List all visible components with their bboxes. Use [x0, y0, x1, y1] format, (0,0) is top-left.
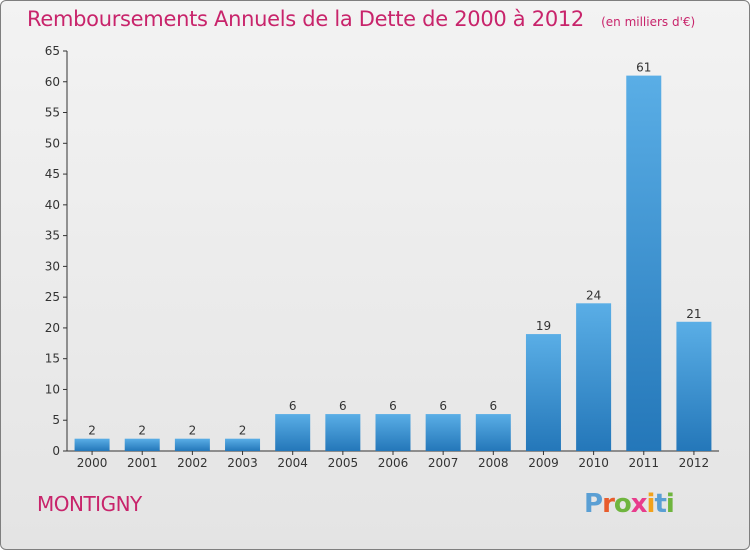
title-text: Remboursements Annuels de la Dette de 20… [27, 7, 584, 31]
data-label: 21 [686, 307, 701, 321]
proxiti-logo: Proxiti [584, 489, 675, 519]
x-tick-label: 2005 [328, 456, 359, 470]
bar [174, 438, 210, 451]
x-tick-label: 2008 [478, 456, 509, 470]
bar [525, 334, 561, 451]
y-tick-label: 15 [45, 352, 60, 366]
y-tick-label: 35 [45, 229, 60, 243]
y-tick-label: 40 [45, 198, 60, 212]
y-tick-label: 50 [45, 136, 60, 150]
y-tick-label: 0 [52, 444, 60, 458]
data-label: 2 [138, 424, 146, 438]
x-tick-label: 2010 [578, 456, 609, 470]
x-tick-label: 2003 [227, 456, 258, 470]
data-label: 6 [489, 399, 497, 413]
bar [275, 414, 311, 451]
x-tick-label: 2009 [528, 456, 559, 470]
y-tick-label: 45 [45, 167, 60, 181]
data-label: 2 [88, 424, 96, 438]
chart-bars [74, 75, 712, 451]
data-label: 61 [636, 61, 651, 75]
bar [425, 414, 461, 451]
logo-letter: o [613, 489, 632, 519]
data-label: 6 [289, 399, 297, 413]
bar [124, 438, 160, 451]
bar [626, 75, 662, 451]
y-tick-label: 10 [45, 382, 60, 396]
logo-letter: i [665, 489, 675, 519]
logo-letter: i [646, 489, 656, 519]
x-tick-label: 2012 [679, 456, 710, 470]
y-tick-label: 30 [45, 259, 60, 273]
bar [676, 321, 712, 451]
bar [576, 303, 612, 451]
y-tick-label: 5 [52, 413, 60, 427]
bar [375, 414, 411, 451]
y-tick-label: 60 [45, 75, 60, 89]
x-tick-label: 2000 [77, 456, 108, 470]
x-tick-label: 2006 [378, 456, 409, 470]
unit-text: (en milliers d'€) [601, 15, 696, 29]
bar [475, 414, 511, 451]
y-tick-label: 25 [45, 290, 60, 304]
y-tick-label: 55 [45, 106, 60, 120]
data-label: 24 [586, 288, 601, 302]
data-label: 2 [189, 424, 197, 438]
data-label: 6 [389, 399, 397, 413]
chart-title: Remboursements Annuels de la Dette de 20… [27, 7, 695, 31]
bar [74, 438, 110, 451]
bar [325, 414, 361, 451]
logo-letter: x [630, 489, 648, 519]
bar [225, 438, 261, 451]
logo-letter: t [654, 489, 666, 519]
data-label: 19 [536, 319, 551, 333]
logo-letter: P [584, 489, 603, 519]
chart-labels: 2000 2 2001 2 2002 2 2003 2 2004 6 2005 6 2006 6 2007 6… [77, 61, 709, 470]
x-tick-label: 2004 [277, 456, 308, 470]
chart-axes: 0 5 10 15 20 25 30 35 40 45 50 55 60 65 [45, 44, 719, 458]
x-tick-label: 2011 [628, 456, 659, 470]
x-tick-label: 2007 [428, 456, 459, 470]
town-name: MONTIGNY [37, 492, 142, 516]
x-tick-label: 2002 [177, 456, 208, 470]
y-tick-label: 20 [45, 321, 60, 335]
data-label: 2 [239, 424, 247, 438]
x-tick-label: 2001 [127, 456, 158, 470]
y-tick-label: 65 [45, 44, 60, 58]
data-label: 6 [339, 399, 347, 413]
data-label: 6 [439, 399, 447, 413]
logo-letter: r [602, 489, 615, 519]
